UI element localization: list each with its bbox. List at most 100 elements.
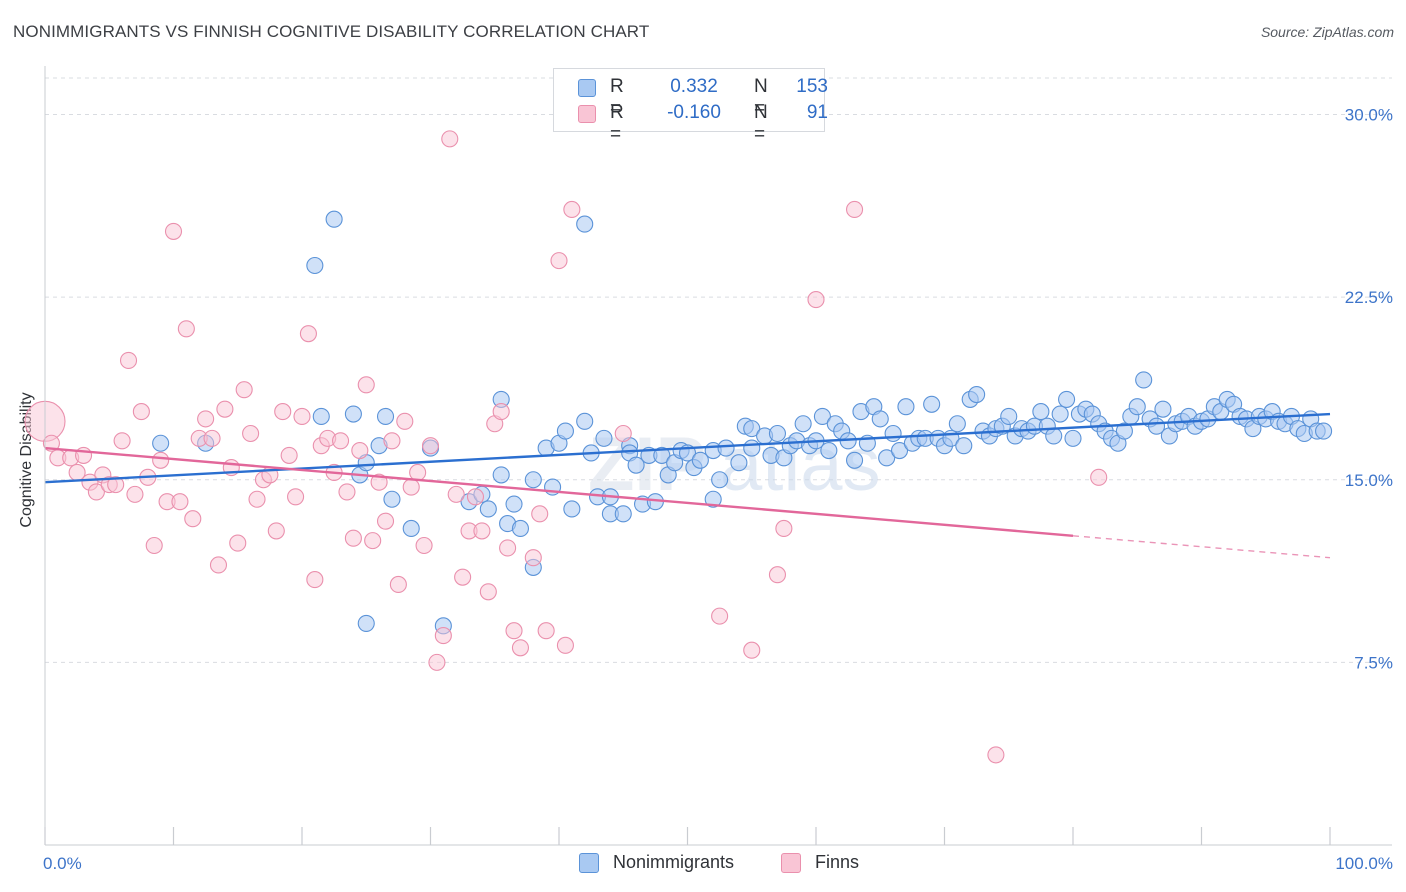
point-finns <box>376 512 395 530</box>
point-nonimmigrants <box>845 451 864 469</box>
point-finns <box>466 488 485 506</box>
point-nonimmigrants <box>627 456 645 474</box>
point-finns <box>537 622 555 640</box>
point-nonimmigrants <box>711 471 729 489</box>
point-finns <box>428 653 446 671</box>
point-nonimmigrants <box>376 407 395 426</box>
point-finns <box>441 130 459 148</box>
point-nonimmigrants <box>897 398 915 416</box>
trend-lines <box>44 412 1331 559</box>
point-finns <box>197 410 215 428</box>
point-nonimmigrants <box>511 519 530 538</box>
legend-n-value: 91 <box>806 102 828 123</box>
x-tick-label: 100.0% <box>1335 854 1393 873</box>
legend-r-value: 0.332 <box>670 76 718 97</box>
stats-legend: R = 0.332 N = 153 R = -0.160 N = 91 <box>553 68 828 145</box>
point-nonimmigrants <box>556 422 574 440</box>
point-nonimmigrants <box>794 415 812 433</box>
point-finns <box>145 536 163 555</box>
point-nonimmigrants <box>871 410 889 428</box>
point-finns <box>184 510 202 528</box>
point-finns <box>229 534 247 552</box>
y-tick-label: 7.5% <box>1354 653 1393 672</box>
point-nonimmigrants <box>152 434 170 452</box>
point-nonimmigrants <box>717 439 735 457</box>
point-nonimmigrants <box>1000 407 1018 426</box>
point-finns <box>524 549 542 567</box>
point-finns <box>248 490 266 508</box>
legend-r-label: R = <box>610 76 624 119</box>
point-finns <box>409 463 427 482</box>
point-finns <box>402 478 420 496</box>
point-finns <box>447 485 465 503</box>
point-nonimmigrants <box>325 210 343 228</box>
point-finns <box>152 451 170 469</box>
point-finns <box>396 412 414 430</box>
point-finns <box>267 522 285 540</box>
point-nonimmigrants <box>878 449 896 467</box>
point-nonimmigrants <box>357 614 375 632</box>
point-finns <box>331 432 350 450</box>
bottom-legend-swatch-nonimmigrants <box>579 853 599 873</box>
point-nonimmigrants <box>312 407 330 426</box>
y-tick-label: 30.0% <box>1345 106 1393 125</box>
point-finns <box>775 519 793 538</box>
point-finns <box>119 351 138 370</box>
point-finns <box>479 583 497 601</box>
point-finns <box>845 200 864 219</box>
point-nonimmigrants <box>595 429 613 447</box>
point-nonimmigrants <box>1154 400 1172 418</box>
point-finns <box>807 291 825 309</box>
point-finns <box>287 488 305 506</box>
legend-n-label: N = <box>754 102 768 145</box>
point-nonimmigrants <box>306 256 324 275</box>
point-finns <box>293 407 311 426</box>
point-finns <box>492 403 510 421</box>
point-finns <box>344 529 362 547</box>
point-nonimmigrants <box>691 451 709 469</box>
point-nonimmigrants <box>1051 405 1069 423</box>
point-nonimmigrants <box>1115 422 1133 440</box>
point-nonimmigrants <box>524 471 542 489</box>
point-finns <box>511 639 530 657</box>
point-finns <box>370 473 388 491</box>
point-nonimmigrants <box>1135 371 1153 389</box>
point-finns <box>164 222 183 240</box>
point-finns <box>421 437 440 455</box>
point-nonimmigrants <box>402 519 420 538</box>
point-finns <box>768 566 787 584</box>
legend-n-value: 153 <box>796 76 828 97</box>
point-nonimmigrants <box>955 437 973 455</box>
point-finns <box>132 403 150 421</box>
point-nonimmigrants <box>479 500 497 518</box>
point-finns <box>987 746 1005 764</box>
point-finns <box>711 607 729 625</box>
point-nonimmigrants <box>653 446 671 464</box>
point-finns <box>280 446 298 464</box>
point-finns <box>434 627 452 645</box>
x-tick-label: 0.0% <box>43 854 82 873</box>
point-finns <box>107 476 125 494</box>
point-finns <box>113 432 131 450</box>
point-nonimmigrants <box>614 505 632 523</box>
point-nonimmigrants <box>1064 429 1082 447</box>
point-nonimmigrants <box>884 424 902 443</box>
point-finns <box>454 568 472 586</box>
trend-line-finns <box>44 446 1074 537</box>
point-nonimmigrants <box>948 415 966 433</box>
point-finns <box>531 505 549 523</box>
point-finns <box>357 376 375 394</box>
y-tick-label: 15.0% <box>1345 471 1393 490</box>
legend-swatch-finns <box>578 105 596 123</box>
point-nonimmigrants <box>968 385 986 404</box>
point-finns <box>242 424 260 443</box>
legend-n-label: N = <box>754 76 768 119</box>
point-nonimmigrants <box>923 395 941 413</box>
point-nonimmigrants <box>813 407 831 426</box>
point-nonimmigrants <box>505 495 523 513</box>
point-finns <box>1090 468 1108 486</box>
point-nonimmigrants <box>563 500 581 518</box>
point-finns <box>364 532 382 550</box>
point-finns <box>126 485 144 503</box>
point-nonimmigrants <box>743 439 761 457</box>
